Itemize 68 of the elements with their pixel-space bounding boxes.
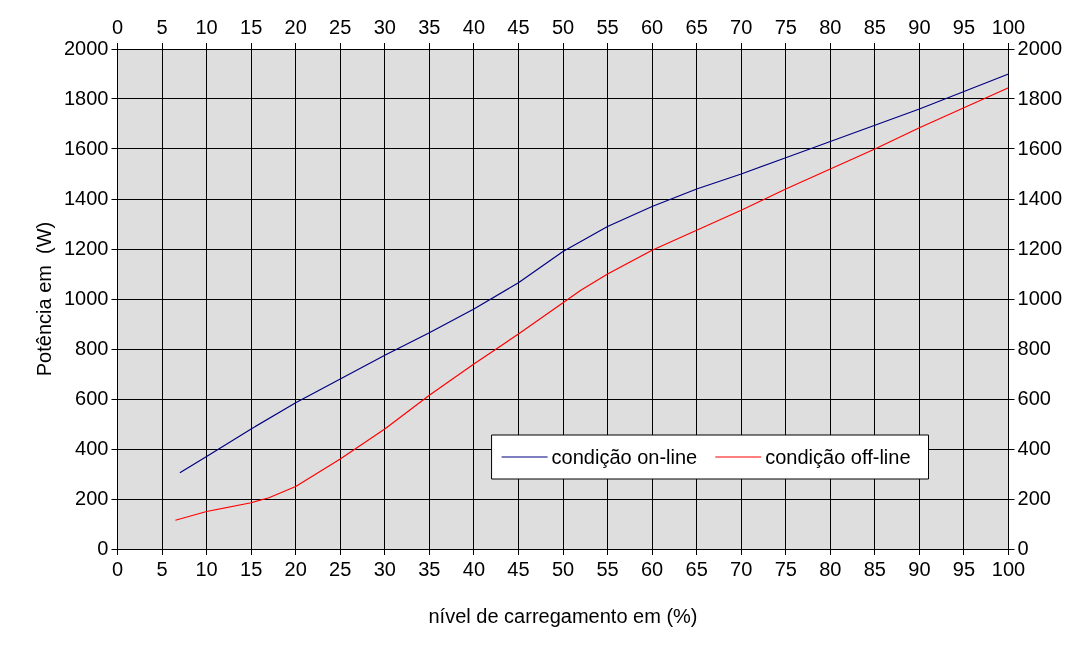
x-tick-label: 50 [551,557,575,580]
y-tick-label: 600 [75,386,109,409]
x2-tick-label: 50 [551,15,575,38]
x2-tick-label: 85 [863,15,886,38]
y2-tick-label: 1200 [1017,236,1063,259]
x-tick-label: 80 [819,557,842,580]
x-tick-label: 55 [596,557,619,580]
x-tick-label: 70 [730,557,753,580]
y2-tick-label: 1400 [1017,186,1063,209]
x2-tick-label: 5 [156,15,168,38]
x-tick-label: 45 [507,557,530,580]
x2-tick-label: 70 [730,15,753,38]
y2-tick-label: 1800 [1017,86,1063,109]
x-tick-label: 35 [418,557,441,580]
x-tick-label: 30 [373,557,396,580]
x2-tick-label: 90 [908,15,931,38]
y-axis-title: Potência em (W) [32,221,55,377]
y-tick-label: 1600 [63,136,109,159]
x-tick-label: 10 [195,557,218,580]
x2-tick-label: 30 [373,15,396,38]
y2-tick-label: 1000 [1017,286,1063,309]
legend-label: condição on-line [551,445,698,468]
x-tick-label: 100 [991,557,1026,580]
x-tick-label: 60 [640,557,664,580]
x2-tick-label: 60 [640,15,664,38]
x2-tick-label: 20 [284,15,307,38]
x2-tick-label: 25 [329,15,352,38]
legend-label: condição off-line [765,445,911,468]
x2-tick-label: 0 [111,15,124,38]
x-tick-label: 5 [156,557,168,580]
y2-tick-label: 0 [1017,536,1029,559]
x2-tick-label: 10 [195,15,218,38]
x2-tick-label: 15 [240,15,263,38]
x-tick-label: 0 [111,557,124,580]
y-tick-label: 1800 [63,86,109,109]
y-tick-label: 200 [75,486,109,509]
x-tick-label: 25 [329,557,352,580]
y-tick-label: 0 [97,536,109,559]
x2-tick-label: 40 [462,15,486,38]
x-tick-label: 65 [685,557,708,580]
x2-tick-label: 65 [685,15,708,38]
x2-tick-label: 55 [596,15,619,38]
x2-tick-label: 75 [774,15,797,38]
x-tick-label: 85 [863,557,886,580]
x2-tick-label: 80 [819,15,842,38]
x2-tick-label: 45 [507,15,530,38]
x-tick-label: 20 [284,557,307,580]
x-tick-label: 40 [462,557,486,580]
x-tick-label: 95 [952,557,976,580]
x2-tick-label: 35 [418,15,441,38]
y-tick-label: 2000 [63,36,109,59]
x2-tick-label: 95 [952,15,976,38]
y-tick-label: 1200 [63,236,109,259]
y-tick-label: 400 [75,436,109,459]
y-tick-label: 1400 [63,186,109,209]
x-axis-title: nível de carregamento em (%) [428,604,698,627]
y2-tick-label: 800 [1017,336,1051,359]
y-tick-label: 1000 [63,286,109,309]
y2-tick-label: 1600 [1017,136,1063,159]
x-tick-label: 90 [908,557,931,580]
y2-tick-label: 2000 [1017,36,1063,59]
x-tick-label: 15 [240,557,263,580]
y2-tick-label: 400 [1017,436,1051,459]
x-tick-label: 75 [774,557,797,580]
y2-tick-label: 200 [1017,486,1051,509]
x2-tick-label: 100 [991,15,1026,38]
y-tick-label: 800 [75,336,109,359]
y2-tick-label: 600 [1017,386,1051,409]
